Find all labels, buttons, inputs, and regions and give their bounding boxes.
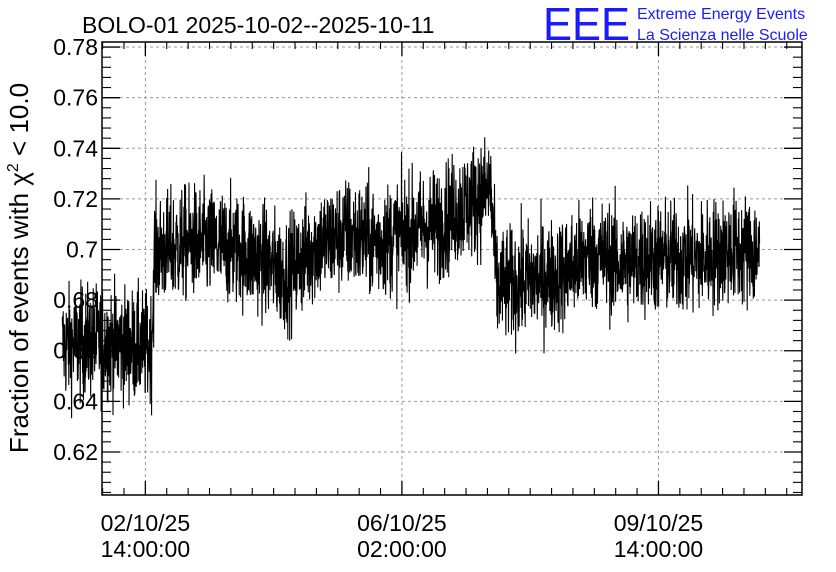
x-tick-label-time: 14:00:00 <box>101 536 191 562</box>
y-axis-label-suffix: < 10.0 <box>4 83 34 163</box>
y-tick-label: 0.78 <box>53 34 98 60</box>
y-tick-label: 0.76 <box>53 85 98 111</box>
x-tick-label-time: 02:00:00 <box>357 536 447 562</box>
y-axis-label: Fraction of events with χ2 < 10.0 <box>4 83 34 453</box>
y-axis-label-superscript: 2 <box>5 163 22 172</box>
y-axis-label-symbol: χ <box>4 172 34 186</box>
y-axis-label-prefix: Fraction of events with <box>4 186 34 453</box>
chart-title: BOLO-01 2025-10-02--2025-10-11 <box>82 12 434 38</box>
y-tick-label: 0.7 <box>66 237 98 263</box>
logo-line2: La Scienza nelle Scuole <box>637 27 808 44</box>
eee-logo: EEE Extreme Energy Events La Scienza nel… <box>543 0 808 50</box>
plot-frame <box>101 41 803 496</box>
y-tick-label: 0.64 <box>53 388 98 414</box>
series-line <box>61 137 761 419</box>
logo-line1: Extreme Energy Events <box>637 6 805 23</box>
x-tick-label-date: 09/10/25 <box>614 510 704 536</box>
x-tick-label-date: 06/10/25 <box>357 510 447 536</box>
y-tick-label: 0.62 <box>53 439 98 465</box>
y-tick-label: 0.72 <box>53 186 98 212</box>
x-tick-label-time: 14:00:00 <box>614 536 704 562</box>
x-axis: 02/10/2514:00:0006/10/2502:00:0009/10/25… <box>101 42 788 562</box>
y-tick-label: 0.74 <box>53 135 98 161</box>
x-tick-label-date: 02/10/25 <box>101 510 191 536</box>
